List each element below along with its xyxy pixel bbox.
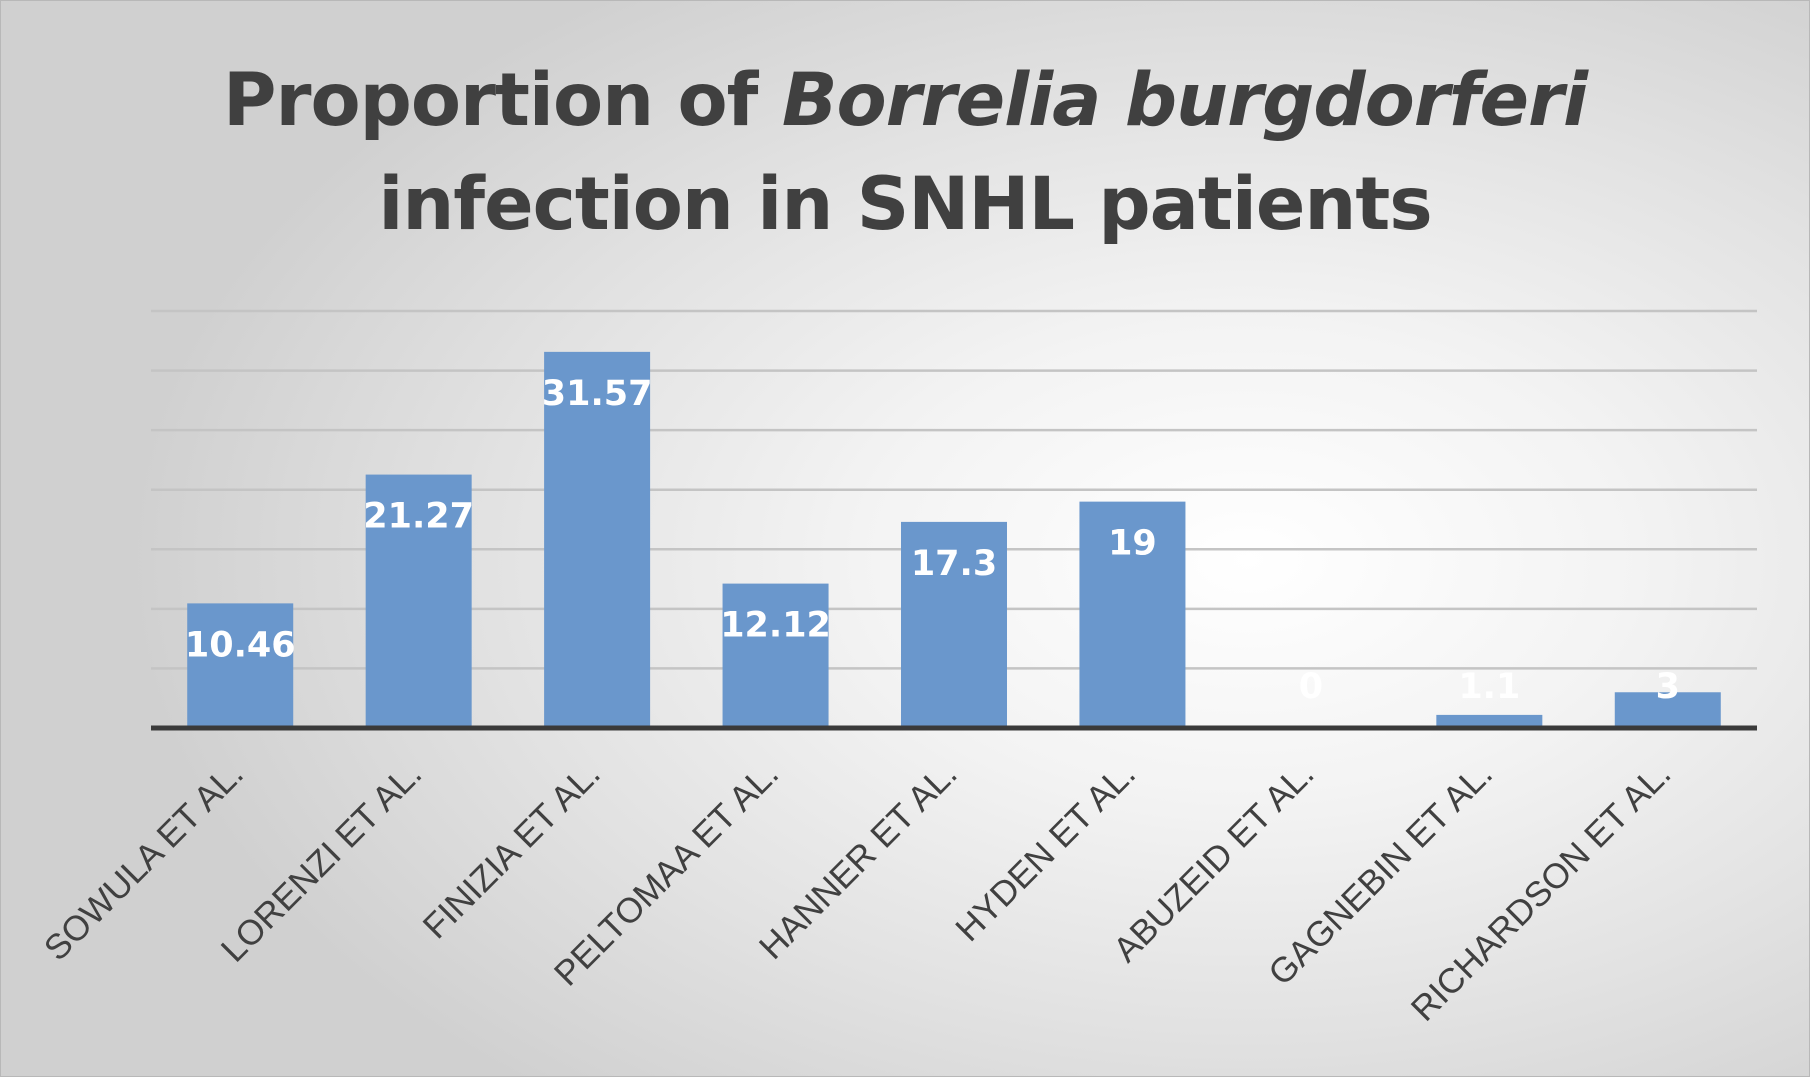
data-label: 19 [1108,524,1157,564]
data-label: 3 [1656,667,1680,707]
data-label: 31.57 [542,374,653,414]
data-label: 17.3 [911,544,997,584]
data-label: 0 [1299,667,1323,707]
bars [187,351,1721,728]
data-label: 21.27 [363,497,474,537]
bar [365,474,472,728]
chart-title-part1: Proportion of [222,58,782,143]
bar [1079,501,1186,728]
chart-title-part2: infection in SNHL patients [378,162,1432,247]
category-label: HYDEN ET AL. [948,754,1143,949]
data-labels: 10.46 21.27 31.57 12.12 17.3 19 0 1.1 3 [185,374,1680,707]
chart-title-italic: Borrelia burgdorferi [781,58,1588,143]
bar [187,603,294,728]
chart-title: Proportion of Borrelia burgdorferi infec… [1,49,1809,257]
data-label: 12.12 [720,606,831,646]
bar [901,521,1007,728]
category-labels: SOWULA ET AL.LORENZI ET AL.FINIZIA ET AL… [37,754,1679,1029]
category-label: FINIZIA ET AL. [416,754,608,946]
bar [544,351,651,728]
bar [1436,714,1543,728]
data-label: 1.1 [1458,667,1520,707]
category-label: HANNER ET AL. [752,754,965,967]
bar [722,583,829,728]
data-label: 10.46 [185,625,296,665]
bar [1614,692,1721,728]
